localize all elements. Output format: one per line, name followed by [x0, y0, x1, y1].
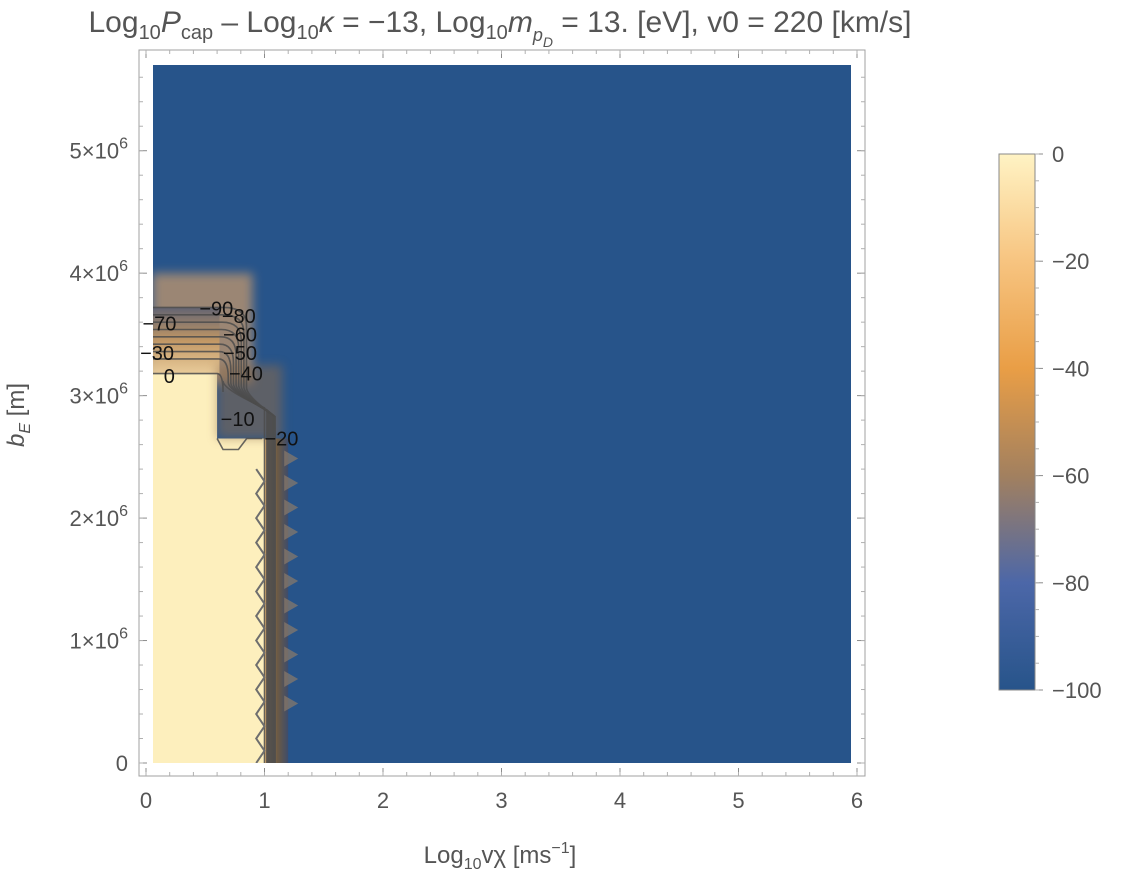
y-axis-label: bE [m] [3, 383, 34, 447]
xlabel-part: vχ [ms [481, 842, 551, 869]
y-tick-label: 5×106 [70, 136, 129, 164]
ylabel-part: E [17, 423, 34, 434]
x-tick-label: 0 [140, 788, 152, 813]
title-part: – Log [213, 6, 296, 39]
colorbar-tick-label: −40 [1052, 356, 1089, 381]
x-axis-ticks: 0 1 2 3 4 5 6 [140, 50, 863, 813]
heatmap-edge-mark [284, 499, 299, 516]
heatmap-edge-mark [284, 597, 299, 614]
y-tick-label: 1×106 [70, 626, 129, 654]
y-tick-label: 0 [116, 751, 128, 776]
y-axis-ticks: 0 1×106 2×106 3×106 4×106 5×106 [70, 76, 865, 776]
x-tick-label: 4 [614, 788, 626, 813]
heatmap-edge-mark [284, 646, 299, 663]
contour-label: −20 [265, 428, 299, 450]
contour-line [153, 306, 276, 763]
contour-line-zigzag [254, 468, 266, 763]
heatmap-edge-mark [284, 450, 299, 467]
colorbar-tick-label: −20 [1052, 249, 1089, 274]
colorbar-ticks: 0 −20 −40 −60 −80 −100 [1035, 142, 1102, 703]
contour-labels: 0 −10 −20 −30 −40−50−60 −70 −80−90 [140, 299, 298, 451]
contour-label: −30 [140, 343, 174, 365]
contour-lines [153, 306, 276, 763]
xlabel-part: −1 [551, 840, 569, 857]
contour-label: −90 [199, 299, 233, 321]
heatmap-edge-mark [284, 548, 299, 565]
x-tick-label: 6 [851, 788, 863, 813]
y-tick-label: 4×106 [70, 258, 129, 286]
x-axis-label: Log10vχ [ms−1] [424, 840, 577, 873]
title-part: = −13, Log [334, 6, 486, 39]
title-part: = 13. [eV], v0 = 220 [km/s] [553, 6, 912, 39]
heatmap-high-region [153, 373, 265, 763]
title-part: κ [319, 6, 336, 39]
title-part: 10 [139, 22, 161, 44]
colorbar [998, 153, 1036, 691]
title-part: m [508, 6, 533, 39]
contour-label: −50 [223, 343, 257, 365]
ylabel-part: b [3, 434, 30, 447]
contour-label: −60 [223, 324, 257, 346]
y-tick-label: 3×106 [70, 381, 129, 409]
heatmap-edge-mark [284, 670, 299, 687]
heatmap-edge-mark [284, 474, 299, 491]
title-part: cap [181, 22, 213, 44]
title-part: P [161, 6, 181, 39]
x-tick-label: 1 [258, 788, 270, 813]
xlabel-part: 10 [464, 856, 482, 873]
heatmap-edge-mark [284, 523, 299, 540]
colorbar-tick-label: 0 [1052, 142, 1064, 167]
heatmap-edge-mark [284, 572, 299, 589]
xlabel-part: Log [424, 842, 464, 869]
contour-label: −70 [142, 313, 176, 335]
x-tick-label: 2 [377, 788, 389, 813]
x-tick-label: 3 [495, 788, 507, 813]
heatmap-top-transition [153, 307, 220, 374]
contour-label: −40 [229, 364, 263, 386]
colorbar-tick-label: −60 [1052, 464, 1089, 489]
x-tick-label: 5 [732, 788, 744, 813]
ylabel-part: [m] [3, 383, 30, 423]
contour-label: 0 [164, 366, 175, 388]
xlabel-part: ] [570, 842, 577, 869]
title-part: D [543, 34, 553, 50]
contour-label: −80 [222, 306, 256, 328]
title-part: 10 [486, 22, 508, 44]
heatmap-region [153, 65, 851, 763]
y-tick-label: 2×106 [70, 503, 129, 531]
contour-line [216, 437, 263, 451]
title-part: 10 [297, 22, 319, 44]
colorbar-tick-label: −80 [1052, 571, 1089, 596]
colorbar-tick-label: −100 [1052, 678, 1102, 703]
heatmap-edge-mark [284, 695, 299, 712]
title-part: p [532, 25, 543, 45]
chart-title: Log10Pcap – Log10κ = −13, Log10mpD = 13.… [89, 6, 912, 50]
heatmap-edge-mark [284, 621, 299, 638]
contour-label: −10 [221, 409, 255, 431]
title-part: Log [89, 6, 139, 39]
